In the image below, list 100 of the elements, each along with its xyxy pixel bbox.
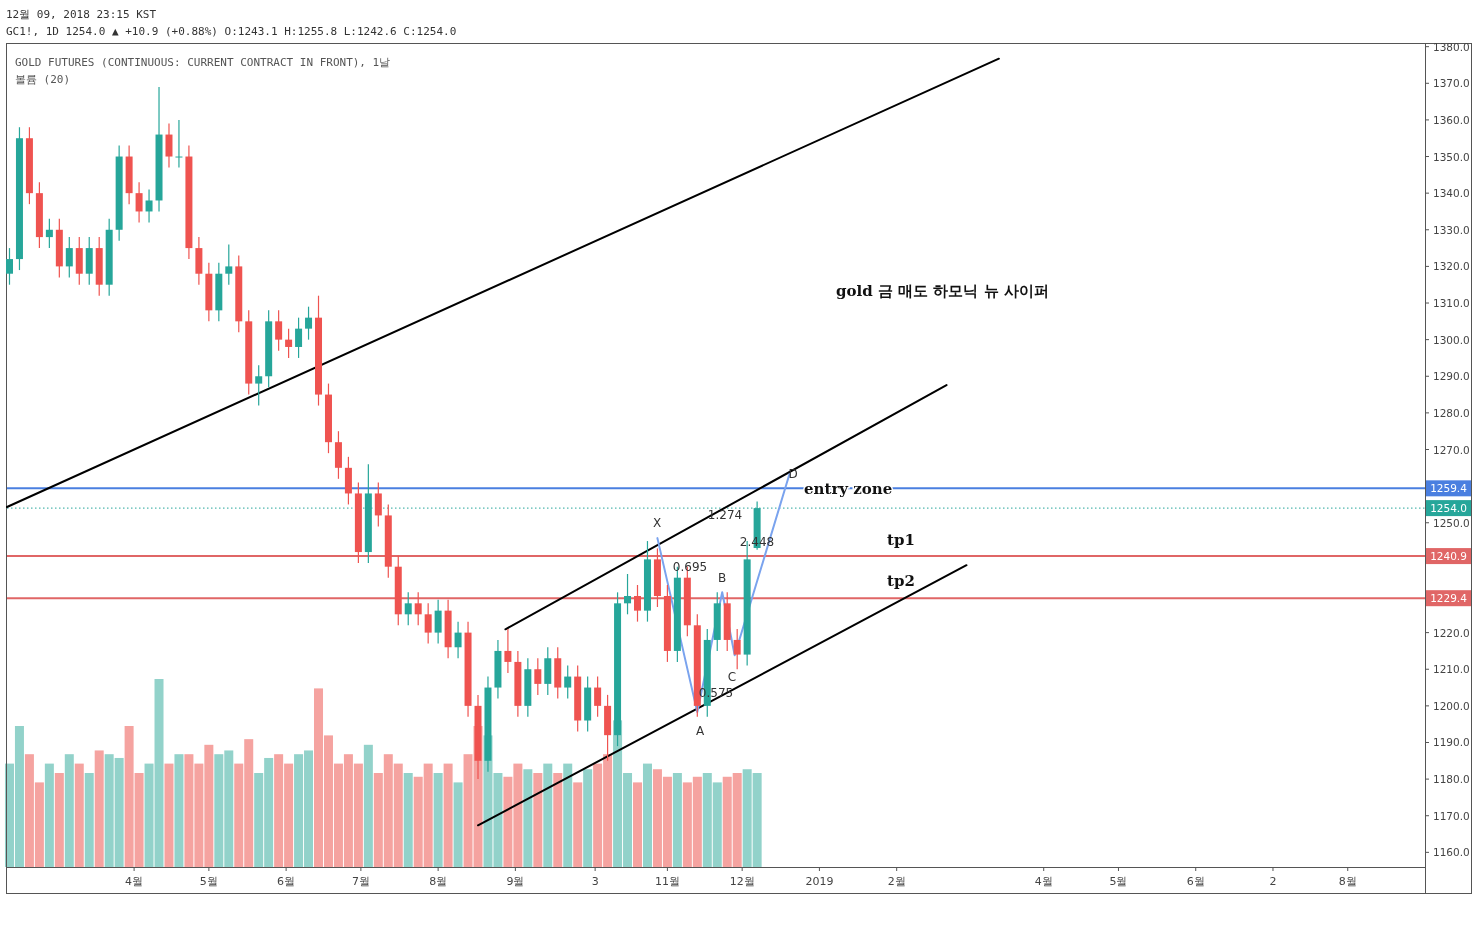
ref-line-label: 1259.4 — [1430, 482, 1468, 495]
candlestick — [305, 306, 313, 341]
annotation: D — [788, 467, 798, 481]
ref-line-label: 1229.4 — [1430, 592, 1468, 605]
x-tick-label: 2019 — [805, 875, 834, 888]
candlestick — [275, 309, 283, 352]
candlestick — [594, 675, 602, 718]
text: GOLD FUTURES (CONTINUOUS: CURRENT CONTRACT IN FRONT), 1날 — [15, 56, 391, 69]
bar — [74, 763, 84, 867]
candlestick — [434, 599, 442, 645]
x-tick-label: 4월 — [1034, 875, 1053, 888]
candlestick — [454, 621, 462, 659]
bar — [453, 782, 463, 867]
x-tick-label: 9월 — [506, 875, 525, 888]
bar — [642, 763, 652, 867]
bar — [164, 763, 174, 867]
bar — [363, 744, 373, 867]
candlestick — [374, 481, 382, 528]
y-tick-label: 1270.0 — [1433, 443, 1470, 456]
y-tick-label: 1320.0 — [1433, 260, 1470, 273]
x-tick-label: 12월 — [729, 875, 755, 888]
candlestick — [45, 218, 53, 249]
annotation: B — [717, 571, 727, 585]
y-tick-label: 1250.0 — [1433, 516, 1470, 529]
candlestick — [175, 119, 183, 169]
bar — [84, 773, 94, 867]
annotation: gold 금 매도 하모닉 뉴 사이퍼 — [836, 282, 1049, 300]
text: GC1!, 1D 1254.0 ▲ +10.9 (+0.88%) O:1243.1 H:1255.8 L:1242.6 C:1254.0 — [6, 25, 457, 38]
bar — [44, 763, 54, 867]
candlestick — [414, 591, 422, 626]
x-tick-label: 5월 — [1109, 875, 1128, 888]
annotation: X — [652, 516, 662, 530]
x-tick-label: 8월 — [1338, 875, 1357, 888]
bar — [523, 769, 533, 867]
y-tick-label: 1170.0 — [1433, 809, 1470, 822]
y-tick-label: 1350.0 — [1433, 150, 1470, 163]
candlestick — [564, 664, 572, 700]
y-tick-label: 1210.0 — [1433, 663, 1470, 676]
bar — [64, 754, 74, 867]
y-tick-label: 1360.0 — [1433, 113, 1470, 126]
bar — [672, 773, 682, 867]
candlestick — [424, 602, 432, 645]
candlestick — [733, 628, 741, 670]
y-tick-label: 1290.0 — [1433, 370, 1470, 383]
y-tick-label: 1300.0 — [1433, 333, 1470, 346]
annotation: tp2 — [887, 572, 915, 590]
bar — [543, 763, 553, 867]
bar — [533, 773, 543, 867]
x-tick-label: 4월 — [125, 875, 144, 888]
y-tick-label: 1220.0 — [1433, 626, 1470, 639]
x-tick-label: 6월 — [277, 875, 296, 888]
bar — [94, 750, 104, 867]
bar — [573, 782, 583, 867]
bar — [553, 773, 563, 867]
candlestick — [5, 247, 13, 286]
candlestick — [624, 573, 632, 615]
y-tick-label: 1380.0 — [1433, 40, 1470, 53]
y-tick-label: 1370.0 — [1433, 77, 1470, 90]
annotation: 0.695 — [672, 560, 708, 574]
bar — [633, 782, 643, 867]
bar — [563, 763, 573, 867]
candlestick — [225, 243, 233, 286]
y-tick-label: 1330.0 — [1433, 223, 1470, 236]
y-tick-label: 1160.0 — [1433, 846, 1470, 859]
bar — [583, 769, 593, 867]
y-tick-label: 1200.0 — [1433, 699, 1470, 712]
candlestick — [295, 317, 303, 359]
candlestick — [504, 628, 512, 674]
annotation: C — [727, 670, 737, 684]
candlestick — [255, 364, 263, 407]
candlestick — [135, 181, 143, 224]
annotation: tp1 — [887, 531, 915, 549]
text: 12월 09, 2018 23:15 KST — [6, 8, 157, 21]
x-tick-label: 11월 — [654, 875, 680, 888]
y-tick-label: 1190.0 — [1433, 736, 1470, 749]
annotation: 1.274 — [707, 508, 743, 522]
bar — [403, 773, 413, 867]
annotation: 볼륨 (20) — [15, 73, 71, 86]
ref-line-label: 1240.9 — [1430, 550, 1467, 563]
candlestick — [285, 328, 293, 359]
x-tick-label: 6월 — [1186, 875, 1205, 888]
ref-line-label: 1254.0 — [1430, 502, 1467, 515]
y-tick-label: 1310.0 — [1433, 297, 1470, 310]
bar — [54, 773, 64, 867]
candlestick — [65, 236, 73, 278]
bar — [174, 754, 184, 867]
x-tick-label: 2월 — [887, 875, 906, 888]
bar — [443, 763, 453, 867]
y-tick-label: 1280.0 — [1433, 406, 1470, 419]
x-tick-label: 2 — [1269, 875, 1277, 888]
candlestick — [534, 657, 542, 696]
candlestick — [145, 188, 153, 224]
y-tick-label: 1340.0 — [1433, 187, 1470, 200]
x-tick-label: 5월 — [199, 875, 218, 888]
y-tick-label: 1180.0 — [1433, 773, 1470, 786]
x-tick-label: 7월 — [351, 875, 370, 888]
candlestick — [634, 584, 641, 623]
annotation: A — [695, 724, 705, 738]
candlestick — [165, 122, 173, 169]
candlestick — [404, 591, 412, 626]
